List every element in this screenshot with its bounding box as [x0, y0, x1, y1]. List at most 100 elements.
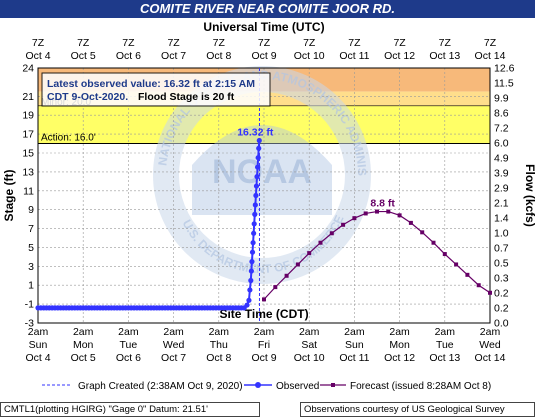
top-tick-time: 7Z: [348, 37, 361, 49]
top-tick-date: Oct 6: [116, 50, 141, 62]
forecast-point: [284, 273, 289, 278]
flow-tick-label: 2.1: [494, 198, 509, 210]
forecast-point: [273, 285, 278, 290]
top-tick-date: Oct 11: [339, 50, 369, 62]
bottom-tick-day: Tue: [120, 339, 138, 351]
flow-tick-label: 0.3: [494, 273, 509, 285]
top-tick-time: 7Z: [303, 37, 316, 49]
flow-tick-label: 0.5: [494, 258, 509, 270]
top-tick-date: Oct 9: [251, 50, 276, 62]
top-tick-date: Oct 5: [71, 50, 96, 62]
top-tick-time: 7Z: [32, 37, 45, 49]
flow-tick-label: 8.6: [494, 108, 509, 120]
forecast-point: [465, 272, 470, 277]
bottom-tick-time: 2am: [163, 326, 184, 338]
bottom-tick-date: Oct 13: [429, 352, 460, 364]
y-tick-label: -3: [25, 318, 34, 330]
observed-point: [253, 183, 260, 189]
forecast-point: [454, 262, 459, 267]
bottom-tick-day: Wed: [163, 339, 185, 351]
y-tick-label: 24: [22, 63, 34, 75]
watermark-gull: [192, 125, 332, 215]
y-axis-right-title: Flow (kcfs): [523, 164, 535, 227]
bottom-tick-date: Oct 8: [206, 352, 231, 364]
footer-datum: CMTL1(plotting HGIRG) "Gage 0" Datum: 21…: [0, 402, 260, 417]
observed-point: [247, 287, 253, 293]
bottom-tick-time: 2am: [389, 326, 410, 338]
y-tick-label: 17: [22, 129, 34, 141]
bottom-tick-date: Oct 7: [161, 352, 186, 364]
flow-tick-label: 4.9: [494, 153, 509, 165]
bottom-tick-time: 2am: [28, 326, 49, 338]
legend-observed-label: Observed: [276, 381, 319, 392]
y-tick-label: 21: [22, 91, 34, 103]
bottom-tick-day: Tue: [436, 339, 454, 351]
observed-point: [252, 202, 258, 208]
info-box: [41, 72, 271, 107]
top-tick-time: 7Z: [393, 37, 406, 49]
y-tick-label: 19: [22, 110, 34, 122]
bottom-tick-day: Sun: [345, 339, 364, 351]
chart-title: COMITE RIVER NEAR COMITE JOOR RD.: [0, 0, 535, 18]
observed-point: [251, 221, 257, 227]
bottom-tick-day: Mon: [389, 339, 410, 351]
legend-created-label: Graph Created (2:38AM Oct 9, 2020): [78, 381, 243, 392]
observed-point: [249, 249, 256, 255]
observed-point: [248, 268, 254, 274]
bottom-tick-time: 2am: [435, 326, 456, 338]
forecast-point: [318, 240, 323, 245]
top-tick-time: 7Z: [213, 37, 226, 49]
bottom-tick-day: Thu: [210, 339, 228, 351]
top-tick-time: 7Z: [484, 37, 497, 49]
bottom-tick-date: Oct 10: [294, 352, 325, 364]
top-tick-date: Oct 14: [475, 50, 506, 62]
observed-point: [253, 192, 259, 199]
bottom-tick-day: Fri: [258, 339, 270, 351]
flow-tick-label: 7.2: [494, 123, 509, 135]
forecast-point: [375, 209, 379, 214]
y-tick-label: 1: [28, 280, 34, 292]
forecast-peak-label: 8.8 ft: [370, 198, 395, 210]
forecast-point: [397, 213, 402, 218]
forecast-point: [408, 220, 413, 225]
flow-tick-label: 6.0: [494, 138, 509, 150]
observed-point: [254, 174, 260, 180]
observed-point: [255, 155, 261, 161]
bottom-tick-day: Sun: [29, 339, 48, 351]
bottom-tick-day: Sat: [301, 339, 317, 351]
forecast-point: [386, 209, 391, 214]
legend-forecast-label: Forecast (issued 8:28AM Oct 8): [350, 381, 491, 392]
forecast-point: [476, 283, 481, 288]
forecast-point: [295, 262, 300, 267]
top-tick-date: Oct 7: [161, 50, 186, 62]
bottom-tick-time: 2am: [73, 326, 94, 338]
top-tick-date: Oct 12: [384, 50, 415, 62]
forecast-point: [307, 251, 312, 256]
flow-tick-label: 1.4: [494, 213, 509, 225]
bottom-tick-day: Mon: [73, 339, 94, 351]
series: [35, 68, 492, 323]
action-label: Action: 16.0': [41, 133, 96, 144]
info-line1: Latest observed value: 16.32 ft at 2:15 …: [47, 78, 255, 90]
flow-tick-label: 2.9: [494, 183, 509, 195]
forecast-point: [341, 222, 346, 227]
bottom-tick-time: 2am: [299, 326, 320, 338]
y-tick-label: 13: [22, 166, 34, 178]
observed-point: [246, 297, 252, 303]
forecast-point: [352, 216, 357, 221]
forecast-point: [363, 211, 368, 216]
flow-tick-label: 12.6: [494, 63, 515, 75]
y-tick-label: 15: [22, 148, 34, 160]
y-tick-label: 9: [28, 204, 34, 216]
labels: Action: 16.0'Minor: 20.016.32 ft8.8 ftLa…: [41, 72, 395, 210]
info-line2a: CDT 9-Oct-2020.: [47, 91, 128, 103]
top-tick-date: Oct 13: [429, 50, 460, 62]
top-tick-date: Oct 4: [25, 50, 50, 62]
bottom-tick-time: 2am: [209, 326, 230, 338]
axes: -3-113579111315171921240.00.20.20.30.50.…: [2, 20, 535, 364]
observed-point: [249, 259, 255, 265]
forecast-point: [262, 297, 266, 302]
bottom-tick-date: Oct 12: [384, 352, 415, 364]
top-axis-title: Universal Time (UTC): [203, 20, 324, 34]
